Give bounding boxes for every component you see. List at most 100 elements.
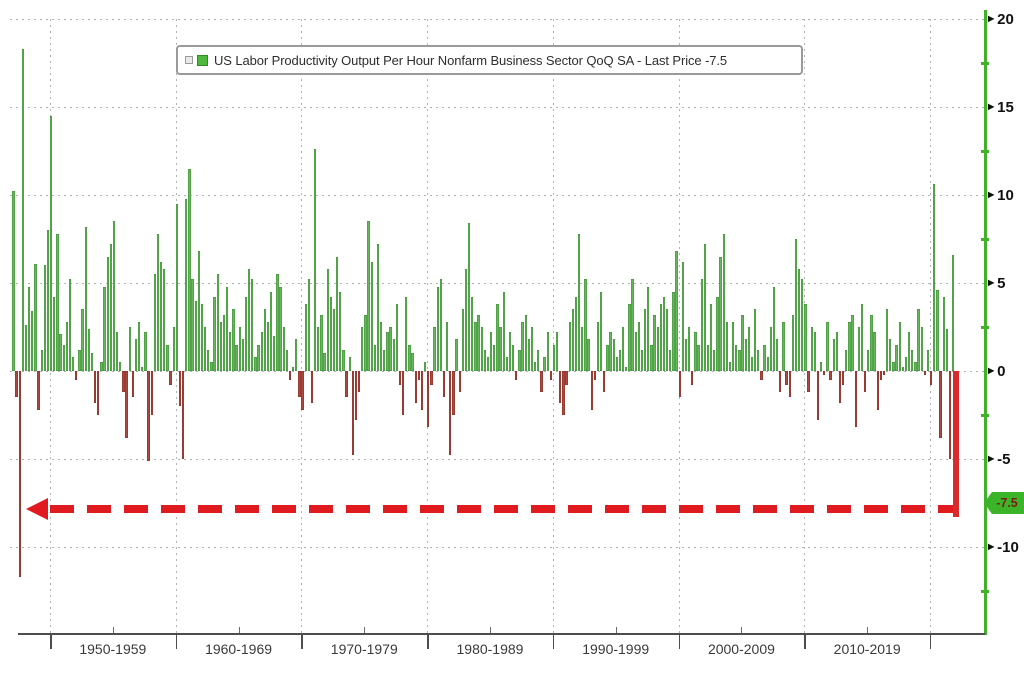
bar xyxy=(741,314,744,371)
bar xyxy=(675,251,678,371)
bar xyxy=(926,349,930,371)
bar xyxy=(203,327,207,371)
bar xyxy=(370,261,373,371)
bar xyxy=(678,371,681,398)
v-gridline xyxy=(678,19,680,633)
h-gridline xyxy=(10,547,985,548)
bar xyxy=(232,309,235,371)
y-axis-tick-label: ▶ 15 xyxy=(988,98,1014,116)
bar xyxy=(84,226,87,371)
bar xyxy=(804,304,807,371)
bar xyxy=(115,332,119,371)
bar xyxy=(141,367,144,371)
bar xyxy=(788,371,791,398)
bar xyxy=(581,327,584,371)
x-axis-tick-label: 1950-1959 xyxy=(79,641,147,657)
bar xyxy=(251,279,254,371)
bar xyxy=(461,309,464,371)
x-axis-tick-label: 2010-2019 xyxy=(833,641,901,657)
bar xyxy=(785,371,788,386)
y-axis-tick-label: ▶ 10 xyxy=(988,186,1014,204)
x-axis-tick xyxy=(552,633,555,649)
bar xyxy=(379,321,383,371)
y-tick-arrow-icon: ▶ xyxy=(988,278,995,287)
bar xyxy=(97,371,100,415)
bar xyxy=(279,286,282,371)
bar xyxy=(819,362,823,371)
bar xyxy=(351,371,354,456)
bar xyxy=(241,339,244,371)
y-tick-value: 20 xyxy=(997,10,1014,28)
bar xyxy=(37,371,40,410)
bar xyxy=(766,356,769,371)
bar xyxy=(763,344,766,371)
bar xyxy=(442,371,446,398)
bar xyxy=(898,321,901,371)
y-axis-minor-tick xyxy=(981,414,989,417)
y-axis-tick-label: ▶ -10 xyxy=(988,538,1019,556)
bar xyxy=(625,367,628,371)
bar xyxy=(175,203,178,371)
x-axis-tick-label: 2000-2009 xyxy=(707,641,775,657)
bar xyxy=(757,349,760,371)
bar xyxy=(920,327,923,371)
y-tick-value: -5 xyxy=(997,450,1011,468)
bar xyxy=(197,251,200,371)
legend-box[interactable]: US Labor Productivity Output Per Hour No… xyxy=(176,45,803,75)
bar xyxy=(621,327,625,371)
bar xyxy=(882,371,886,375)
y-tick-arrow-icon: ▶ xyxy=(988,190,995,199)
bar xyxy=(339,291,342,371)
bar xyxy=(109,244,112,371)
bar xyxy=(546,332,549,371)
bar xyxy=(150,371,153,415)
bar xyxy=(496,304,499,371)
x-axis-tick xyxy=(50,633,52,649)
bar xyxy=(835,332,838,371)
chart-plot-area[interactable] xyxy=(10,10,985,635)
bar xyxy=(216,274,219,371)
bar xyxy=(577,233,581,371)
bar xyxy=(521,321,524,371)
bar xyxy=(282,327,285,371)
bar xyxy=(631,279,634,371)
bar xyxy=(901,367,904,371)
bar xyxy=(483,349,486,371)
bar xyxy=(342,349,345,371)
bar xyxy=(782,321,785,371)
bar xyxy=(427,371,430,428)
bar xyxy=(417,371,420,380)
bar xyxy=(728,362,732,371)
bar xyxy=(760,371,763,380)
bar xyxy=(458,371,461,393)
legend-toggle-icon[interactable] xyxy=(185,56,193,64)
bar xyxy=(829,371,832,380)
bar xyxy=(288,371,292,380)
bar xyxy=(181,371,185,459)
bar xyxy=(480,327,483,371)
y-tick-value: 0 xyxy=(997,362,1006,380)
bar xyxy=(323,353,326,371)
bar xyxy=(530,327,534,371)
bar xyxy=(452,371,455,415)
bar xyxy=(565,371,568,386)
bar xyxy=(445,321,449,371)
bar xyxy=(775,339,779,371)
bar xyxy=(59,334,62,371)
bar xyxy=(744,339,747,371)
y-tick-value: -10 xyxy=(997,538,1019,556)
bar xyxy=(948,371,952,459)
bar xyxy=(709,304,713,371)
bar xyxy=(12,191,15,371)
bar xyxy=(414,371,417,403)
bar xyxy=(807,371,810,393)
bar xyxy=(178,371,182,407)
bar xyxy=(860,304,864,371)
bar xyxy=(515,371,518,380)
bar xyxy=(772,286,776,371)
bar xyxy=(706,344,710,371)
x-axis-tick xyxy=(929,633,932,649)
bar xyxy=(50,115,53,371)
bar xyxy=(687,327,691,371)
bar xyxy=(628,304,631,371)
